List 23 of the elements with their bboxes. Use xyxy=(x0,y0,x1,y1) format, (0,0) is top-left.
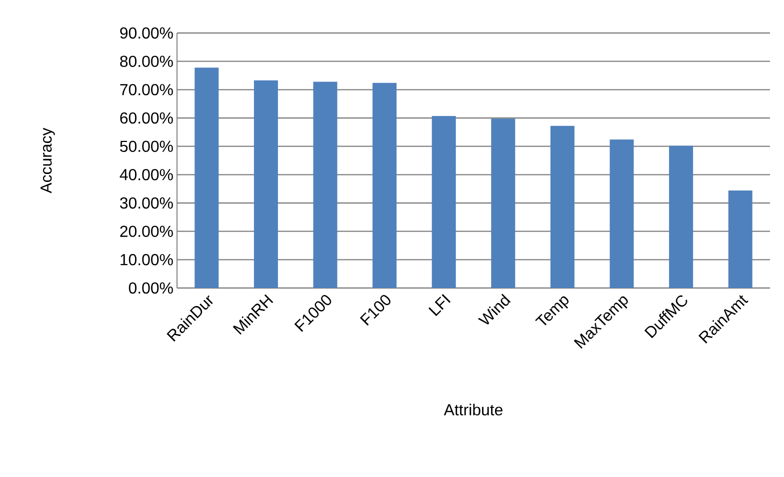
bar xyxy=(728,190,752,288)
y-tick-label: 10.00% xyxy=(120,254,173,266)
y-tick-label: 40.00% xyxy=(120,169,173,180)
bar xyxy=(491,118,516,288)
x-axis-title: Attribute xyxy=(444,404,502,416)
y-tick-label: 0.00% xyxy=(128,282,173,294)
bar xyxy=(254,80,278,288)
y-tick-label: 50.00% xyxy=(120,140,173,152)
y-tick-label: 60.00% xyxy=(120,112,173,124)
y-tick-label: 30.00% xyxy=(120,197,173,209)
y-tick-label: 90.00% xyxy=(120,27,173,39)
bar xyxy=(432,116,456,288)
y-axis-title: Accuracy xyxy=(40,128,55,194)
x-tick-label: LFI xyxy=(428,294,451,316)
bar xyxy=(194,68,219,288)
bar xyxy=(313,82,338,288)
y-tick-label: 20.00% xyxy=(120,226,173,237)
bar xyxy=(550,126,574,288)
bar xyxy=(610,140,634,288)
y-tick-label: 80.00% xyxy=(120,56,173,67)
bar xyxy=(372,82,397,288)
y-tick-label: 70.00% xyxy=(120,84,173,96)
bar xyxy=(669,146,694,288)
